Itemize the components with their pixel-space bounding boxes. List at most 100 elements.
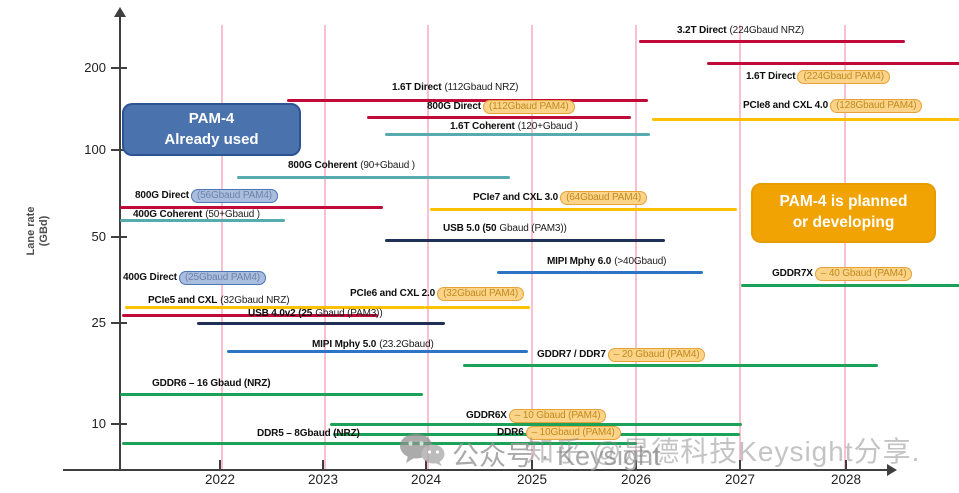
year-gridline <box>324 25 326 470</box>
series-line-ddr5 <box>122 441 637 445</box>
y-tick-label: 10 <box>91 416 106 431</box>
year-gridline <box>427 25 429 470</box>
x-tick-label: 2026 <box>620 472 652 487</box>
y-tick <box>111 423 127 425</box>
series-line-800g-coherent <box>237 175 510 179</box>
series-value-1p6t-coherent: (120+Gbaud ) <box>517 121 578 132</box>
series-label-3p2t-direct: 3.2T Direct (224Gbaud NRZ) <box>677 24 804 37</box>
series-label-pcie6-cxl20: PCIe6 and CXL 2.0 (32Gbaud PAM4) <box>350 287 525 301</box>
y-axis-title: Lane rate (GBd) <box>25 201 51 261</box>
series-line-1p6t-direct-pam4 <box>707 61 959 65</box>
pam4-planned-line1: PAM-4 is planned <box>779 193 908 211</box>
series-line-800g-direct-56 <box>120 205 383 209</box>
year-gridline <box>221 25 223 470</box>
x-tick-label: 2022 <box>204 472 236 487</box>
series-value-pcie6-cxl20: (32Gbaud PAM4) <box>437 287 525 301</box>
series-value-mipi-mphy-60: (>40Gbaud) <box>614 256 667 267</box>
series-label-usb-50: USB 5.0 (50 Gbaud (PAM3)) <box>443 222 567 235</box>
y-tick-label: 200 <box>84 60 106 75</box>
series-line-400g-direct-25 <box>122 313 378 317</box>
series-value-pcie7-cxl30: (64Gbaud PAM4) <box>560 191 648 205</box>
series-line-gddr7-ddr7 <box>463 363 878 367</box>
series-label-400g-direct-25: 400G Direct (25Gbaud PAM4) <box>123 271 266 285</box>
series-value-1p6t-direct-nrz: (112Gbaud NRZ) <box>444 82 519 93</box>
series-value-gddr7x: – 40 Gbaud (PAM4) <box>814 267 913 281</box>
y-tick-label: 50 <box>91 229 106 244</box>
pam4-planned-line2: or developing <box>792 214 895 231</box>
year-gridline <box>844 25 846 470</box>
series-value-pcie8-cxl40: (128Gbaud PAM4) <box>830 99 923 113</box>
x-tick-label: 2028 <box>830 472 862 487</box>
x-tick <box>739 460 741 470</box>
y-axis-title-line1: Lane rate <box>25 206 37 256</box>
series-label-gddr6: GDDR6 – 16 Gbaud (NRZ) <box>152 377 271 390</box>
series-label-gddr7-ddr7: GDDR7 / DDR7– 20 Gbaud (PAM4) <box>537 348 706 362</box>
series-name-ddr5: DDR5 – 8Gbaud (NRZ) <box>257 428 360 439</box>
y-tick-label: 100 <box>84 142 106 157</box>
series-name-800g-coherent: 800G Coherent <box>288 160 358 171</box>
series-name-3p2t-direct: 3.2T Direct <box>677 25 727 36</box>
x-tick <box>219 460 221 470</box>
series-line-gddr6 <box>120 392 423 396</box>
series-name-800g-direct-56: 800G Direct <box>135 190 189 201</box>
x-tick <box>635 460 637 470</box>
pam4-already-used-line2: Already used <box>164 130 259 148</box>
year-gridline <box>531 25 533 470</box>
series-line-mipi-mphy-50 <box>227 349 528 353</box>
series-name-800g-direct-pam4: 800G Direct <box>427 101 481 112</box>
series-label-mipi-mphy-50: MIPI Mphy 5.0 (23.2Gbaud) <box>312 338 434 351</box>
series-line-gddr7x <box>741 283 959 287</box>
x-tick-label: 2024 <box>410 472 442 487</box>
series-line-1p6t-coherent <box>385 132 650 136</box>
series-line-400g-coherent <box>120 218 285 222</box>
pam4-planned-callout: PAM-4 is planned or developing <box>751 183 936 243</box>
x-tick <box>425 460 427 470</box>
series-name-mipi-mphy-50: MIPI Mphy 5.0 <box>312 339 377 350</box>
y-tick <box>111 149 127 151</box>
series-value-400g-direct-25: (25Gbaud PAM4) <box>178 271 266 285</box>
series-value-usb-50: Gbaud (PAM3)) <box>499 223 567 234</box>
series-name-pcie5-cxl: PCIe5 and CXL <box>148 295 218 306</box>
series-label-pcie8-cxl40: PCIe8 and CXL 4.0 (128Gbaud PAM4) <box>743 99 923 113</box>
x-tick-label: 2023 <box>307 472 339 487</box>
series-line-3p2t-direct <box>639 39 905 43</box>
series-name-usb-40v2: USB 4.0v2 (25 <box>248 308 313 319</box>
series-value-3p2t-direct: (224Gbaud NRZ) <box>729 25 805 36</box>
series-line-pcie7-cxl30 <box>430 207 737 211</box>
pam4-already-used-line1: PAM-4 <box>188 110 235 128</box>
series-name-gddr7-ddr7: GDDR7 / DDR7 <box>537 349 606 360</box>
series-name-mipi-mphy-60: MIPI Mphy 6.0 <box>547 256 612 267</box>
x-tick-label: 2027 <box>724 472 756 487</box>
series-name-pcie6-cxl20: PCIe6 and CXL 2.0 <box>350 288 436 299</box>
series-label-800g-direct-pam4: 800G Direct (112Gbaud PAM4) <box>427 100 575 114</box>
series-label-gddr6x: GDDR6X – 10 Gbaud (PAM4) <box>466 409 607 423</box>
series-value-400g-coherent: (50+Gbaud ) <box>205 209 260 220</box>
x-tick <box>531 460 533 470</box>
series-label-1p6t-direct-pam4: 1.6T Direct (224Gbaud PAM4) <box>746 70 890 84</box>
series-name-1p6t-direct-pam4: 1.6T Direct <box>746 71 796 82</box>
series-name-usb-50: USB 5.0 (50 <box>443 223 497 234</box>
x-tick <box>845 460 847 470</box>
series-value-1p6t-direct-pam4: (224Gbaud PAM4) <box>797 70 890 84</box>
series-label-1p6t-direct-nrz: 1.6T Direct (112Gbaud NRZ) <box>392 81 518 94</box>
series-line-usb-50 <box>385 238 665 242</box>
series-name-1p6t-coherent: 1.6T Coherent <box>450 121 515 132</box>
series-value-gddr7-ddr7: – 20 Gbaud (PAM4) <box>607 348 706 362</box>
y-tick <box>111 322 127 324</box>
series-value-800g-coherent: (90+Gbaud ) <box>360 160 415 171</box>
wechat-icon <box>398 432 446 473</box>
year-gridline <box>635 25 637 470</box>
series-name-gddr7x: GDDR7X <box>772 268 813 279</box>
series-label-800g-direct-56: 800G Direct (56Gbaud PAM4) <box>135 189 278 203</box>
x-axis-line <box>63 469 889 471</box>
series-value-pcie5-cxl: (32Gbaud NRZ) <box>220 295 290 306</box>
series-line-800g-direct-pam4 <box>367 115 631 119</box>
y-axis-title-line2: (GBd) <box>38 215 50 247</box>
series-name-gddr6: GDDR6 – 16 Gbaud (NRZ) <box>152 378 271 389</box>
y-axis-line <box>119 16 121 470</box>
series-line-pcie5-cxl <box>125 305 425 309</box>
series-name-400g-coherent: 400G Coherent <box>133 209 203 220</box>
series-line-1p6t-direct-nrz <box>287 98 648 102</box>
series-value-800g-direct-56: (56Gbaud PAM4) <box>190 189 278 203</box>
